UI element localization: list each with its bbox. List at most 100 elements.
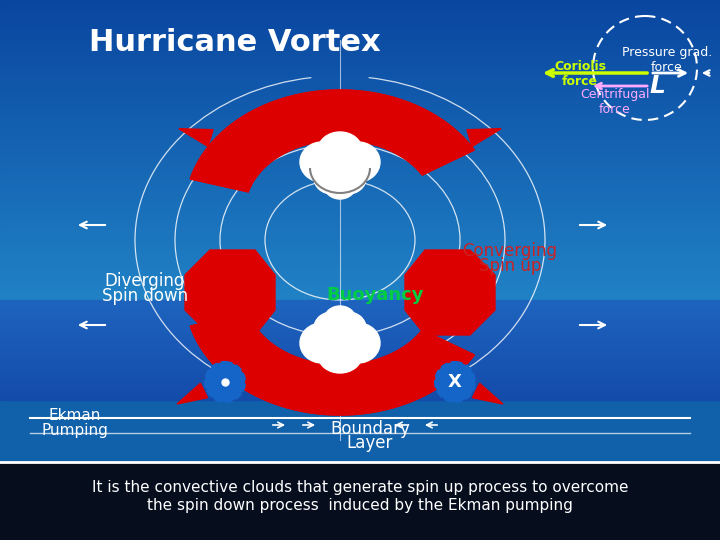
Bar [0,360,720,362]
Bar [0,340,720,342]
Ellipse shape [300,142,344,182]
Bar [0,174,720,176]
Bar [0,364,720,366]
Bar [0,28,720,30]
Bar [0,16,720,18]
Bar [0,38,720,40]
Polygon shape [190,90,474,192]
Bar [0,160,720,162]
Bar [0,338,720,340]
Bar [0,176,720,178]
Bar [0,148,720,150]
Bar [0,2,720,4]
Bar [0,168,720,170]
Bar [0,190,720,192]
Bar [0,244,720,246]
Bar [0,82,720,84]
Bar [0,68,720,70]
Bar [0,188,720,190]
Bar [0,156,720,158]
Bar [0,0,720,2]
Bar [0,358,720,360]
Bar [0,236,720,238]
Bar [0,346,720,348]
Bar [0,22,720,24]
Bar [0,200,720,202]
Bar [0,170,720,172]
Polygon shape [190,313,474,415]
Bar [0,20,720,22]
Bar [0,58,720,60]
Bar [0,60,720,62]
Bar [0,154,720,156]
Bar [0,258,720,260]
Bar [0,184,720,186]
Ellipse shape [330,312,366,344]
Bar [0,110,720,112]
Bar [0,46,720,48]
Bar [0,322,720,324]
Bar [0,62,720,64]
Bar [0,178,720,180]
Bar [0,36,720,38]
Bar [0,134,720,136]
Bar [0,306,720,308]
Bar [0,398,720,400]
Bar [0,202,720,204]
Text: Pressure grad.
force: Pressure grad. force [622,46,712,74]
Bar [0,292,720,294]
Text: the spin down process  induced by the Ekman pumping: the spin down process induced by the Ekm… [147,498,573,513]
Ellipse shape [336,142,380,182]
Bar [0,44,720,46]
Polygon shape [185,250,275,335]
Bar [0,266,720,268]
Ellipse shape [324,171,356,199]
Bar [0,142,720,144]
Bar [0,374,720,376]
Bar [0,326,720,328]
Bar [0,106,720,108]
Bar [0,86,720,88]
Polygon shape [405,250,495,335]
Bar [0,90,720,92]
Bar [0,242,720,244]
Bar [0,18,720,20]
Circle shape [435,362,475,402]
Ellipse shape [314,312,350,344]
Bar [0,344,720,346]
Bar [0,182,720,184]
Bar [0,56,720,58]
Bar [0,376,720,378]
Bar [0,320,720,322]
Text: L: L [649,74,665,98]
Bar [0,104,720,106]
Bar [0,224,720,226]
Bar [0,226,720,228]
Bar [0,40,720,42]
Text: Boundary: Boundary [330,420,410,438]
Bar [0,194,720,196]
Text: Hurricane Vortex: Hurricane Vortex [89,28,381,57]
Bar [0,42,720,44]
Bar [0,76,720,78]
Polygon shape [177,383,207,404]
Bar [0,66,720,68]
Bar [0,108,720,110]
Bar [0,48,720,50]
Bar [0,378,720,380]
Bar [0,96,720,98]
Bar [0,390,720,392]
Bar [0,356,720,358]
Bar [0,274,720,276]
Text: It is the convective clouds that generate spin up process to overcome: It is the convective clouds that generat… [91,480,629,495]
Text: Layer: Layer [347,434,393,452]
Bar [0,128,720,130]
Bar [0,304,720,306]
Ellipse shape [314,162,350,194]
Ellipse shape [300,323,344,363]
Bar [0,136,720,138]
Bar [0,186,720,188]
Text: Spin up: Spin up [479,257,541,275]
Bar [0,102,720,104]
Bar [0,54,720,56]
